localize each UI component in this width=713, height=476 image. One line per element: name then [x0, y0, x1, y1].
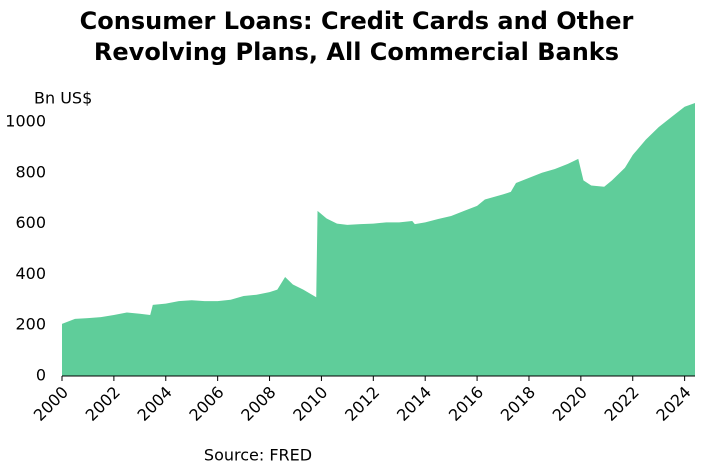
y-tick-label: 600: [15, 213, 46, 232]
x-tick-label: 2020: [549, 383, 591, 425]
x-tick-label: 2008: [237, 383, 279, 425]
x-tick-label: 2006: [185, 383, 227, 425]
y-tick-label: 0: [36, 366, 46, 385]
x-tick-label: 2014: [393, 383, 435, 425]
x-tick-label: 2004: [134, 383, 176, 425]
y-tick-label: 800: [15, 162, 46, 181]
x-tick-label: 2018: [497, 383, 539, 425]
y-tick-label: 200: [15, 315, 46, 334]
x-tick-label: 2002: [82, 383, 124, 425]
y-tick-label: 400: [15, 264, 46, 283]
x-tick-label: 2012: [341, 383, 383, 425]
x-tick-label: 2000: [30, 383, 72, 425]
chart-title: Consumer Loans: Credit Cards and Other R…: [79, 7, 634, 66]
y-axis-label: Bn US$: [34, 89, 92, 108]
x-tick-label: 2010: [289, 383, 331, 425]
y-tick-label: 1000: [5, 112, 46, 131]
x-tick-label: 2024: [652, 383, 694, 425]
x-tick-label: 2022: [601, 383, 643, 425]
x-tick-label: 2016: [445, 383, 487, 425]
area: [62, 102, 695, 376]
source-note: Source: FRED: [204, 446, 312, 465]
